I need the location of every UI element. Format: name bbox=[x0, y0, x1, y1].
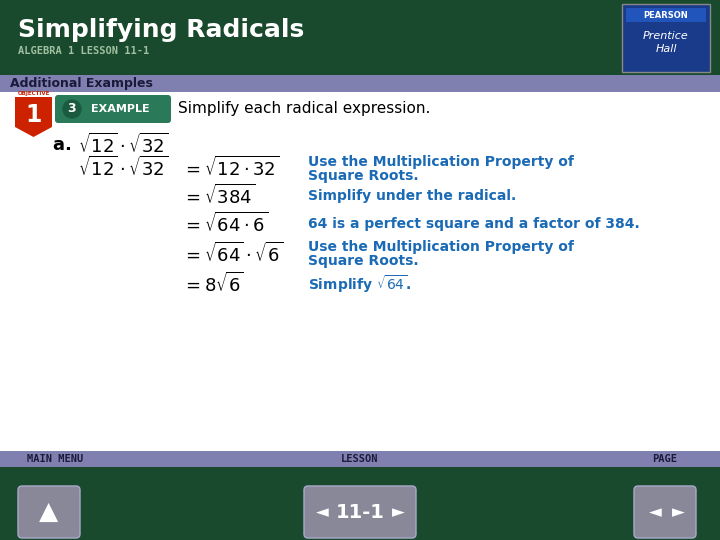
Text: $= 8\sqrt{6}$: $= 8\sqrt{6}$ bbox=[182, 272, 244, 296]
Polygon shape bbox=[15, 97, 52, 137]
Text: PAGE: PAGE bbox=[652, 454, 678, 464]
Text: Simplify each radical expression.: Simplify each radical expression. bbox=[178, 102, 431, 117]
Text: ►: ► bbox=[392, 503, 405, 521]
Text: EXAMPLE: EXAMPLE bbox=[91, 104, 149, 114]
Bar bbox=[0, 75, 720, 92]
Text: 64 is a perfect square and a factor of 384.: 64 is a perfect square and a factor of 3… bbox=[308, 217, 640, 231]
Text: ►: ► bbox=[672, 503, 685, 521]
Text: 3: 3 bbox=[68, 103, 76, 116]
Text: ◄: ◄ bbox=[649, 503, 662, 521]
Text: Hall: Hall bbox=[655, 44, 677, 54]
Text: MAIN MENU: MAIN MENU bbox=[27, 454, 83, 464]
Bar bbox=[626, 8, 706, 22]
Text: Simplifying Radicals: Simplifying Radicals bbox=[18, 18, 305, 42]
FancyBboxPatch shape bbox=[634, 486, 696, 538]
Text: Prentice: Prentice bbox=[643, 31, 689, 41]
Text: Use the Multiplication Property of: Use the Multiplication Property of bbox=[308, 240, 574, 254]
Text: ALGEBRA 1 LESSON 11-1: ALGEBRA 1 LESSON 11-1 bbox=[18, 46, 149, 56]
Text: OBJECTIVE: OBJECTIVE bbox=[17, 91, 50, 96]
Text: $= \sqrt{12 \cdot 32}$: $= \sqrt{12 \cdot 32}$ bbox=[182, 156, 279, 180]
Text: 1: 1 bbox=[25, 103, 42, 127]
Bar bbox=[0, 467, 720, 540]
Text: $= \sqrt{384}$: $= \sqrt{384}$ bbox=[182, 184, 256, 208]
Bar bbox=[622, 4, 710, 72]
Text: Use the Multiplication Property of: Use the Multiplication Property of bbox=[308, 155, 574, 169]
Text: $\sqrt{12} \cdot \sqrt{32}$: $\sqrt{12} \cdot \sqrt{32}$ bbox=[78, 133, 168, 157]
Text: PEARSON: PEARSON bbox=[644, 10, 688, 19]
Text: Simplify under the radical.: Simplify under the radical. bbox=[308, 189, 516, 203]
Text: Simplify $\sqrt{64}$.: Simplify $\sqrt{64}$. bbox=[308, 273, 411, 295]
Text: ◄: ◄ bbox=[315, 503, 328, 521]
Text: $= \sqrt{64 \cdot 6}$: $= \sqrt{64 \cdot 6}$ bbox=[182, 212, 268, 236]
FancyBboxPatch shape bbox=[18, 486, 80, 538]
Bar bbox=[0, 451, 720, 467]
Text: LESSON: LESSON bbox=[341, 454, 379, 464]
Text: Square Roots.: Square Roots. bbox=[308, 254, 418, 268]
Text: Additional Examples: Additional Examples bbox=[10, 77, 153, 90]
Circle shape bbox=[63, 100, 81, 118]
Text: $\mathbf{a.}$: $\mathbf{a.}$ bbox=[52, 136, 71, 154]
Bar bbox=[0, 0, 720, 75]
Text: $= \sqrt{64} \cdot \sqrt{6}$: $= \sqrt{64} \cdot \sqrt{6}$ bbox=[182, 242, 283, 266]
FancyBboxPatch shape bbox=[55, 95, 171, 123]
Text: ▲: ▲ bbox=[40, 500, 58, 524]
Text: 11-1: 11-1 bbox=[336, 503, 384, 522]
Text: $\sqrt{12} \cdot \sqrt{32}$: $\sqrt{12} \cdot \sqrt{32}$ bbox=[78, 156, 168, 180]
Bar bbox=[0, 92, 720, 467]
FancyBboxPatch shape bbox=[304, 486, 416, 538]
Text: Square Roots.: Square Roots. bbox=[308, 169, 418, 183]
